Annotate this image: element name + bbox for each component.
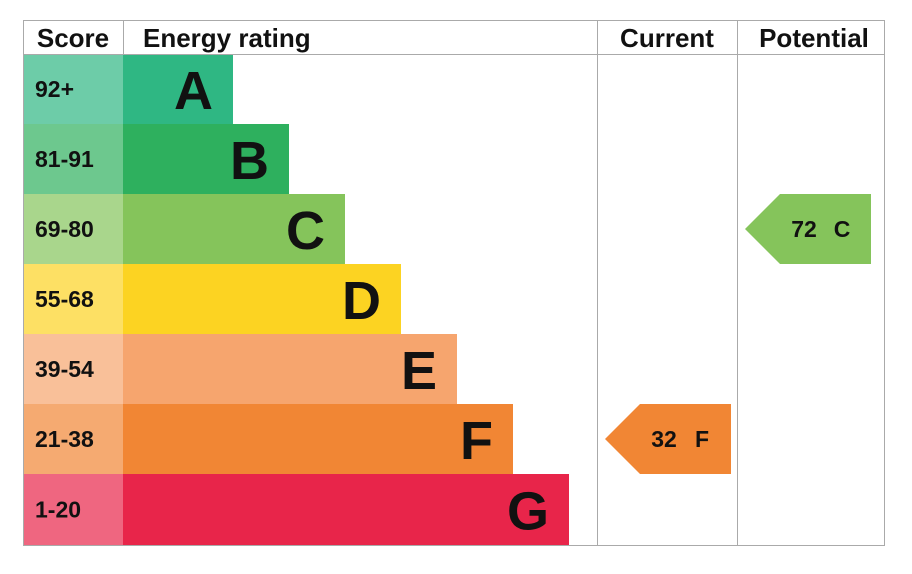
score-cell: [23, 264, 123, 334]
rating-bar: [123, 194, 345, 264]
current-arrow: [605, 404, 731, 474]
score-cell: [23, 54, 123, 124]
potential-value: 72: [791, 216, 817, 242]
score-cell: [23, 124, 123, 194]
rating-bar: [123, 334, 457, 404]
score-cell-tint: [23, 54, 123, 124]
potential-arrow: [745, 194, 871, 264]
score-cell-tint: [23, 474, 123, 545]
rating-bar: [123, 404, 513, 474]
score-cell-tint: [23, 124, 123, 194]
score-label: 81-91: [35, 146, 94, 172]
rating-bar: [123, 124, 289, 194]
score-cell-tint: [23, 404, 123, 474]
content: 92+ A 81-91 B 69-80 C 55-68 D 39-54 E 21-38 F 1-20 G 3…: [23, 54, 871, 545]
current-value: 32: [651, 426, 677, 452]
score-label: 55-68: [35, 286, 94, 312]
score-label: 69-80: [35, 216, 94, 242]
header-rating: Energy rating: [143, 23, 311, 53]
frame: [23, 20, 885, 546]
rating-letter: E: [401, 341, 437, 401]
current-letter: F: [695, 426, 709, 452]
rating-bar: [123, 54, 233, 124]
score-cell: [23, 194, 123, 264]
rating-letter: B: [230, 131, 269, 191]
rating-letter: C: [286, 201, 325, 261]
rating-bar: [123, 264, 401, 334]
rating-letter: G: [507, 482, 549, 542]
score-cell-tint: [23, 334, 123, 404]
rating-letter: A: [174, 61, 213, 121]
score-cell: [23, 474, 123, 545]
score-cell-tint: [23, 264, 123, 334]
outer-border: [23, 20, 885, 546]
score-label: 21-38: [35, 426, 94, 452]
rating-bar: [123, 474, 569, 545]
header-potential: Potential: [759, 23, 869, 53]
score-label: 39-54: [35, 356, 94, 382]
score-label: 1-20: [35, 497, 81, 523]
rating-letter: F: [460, 411, 493, 471]
score-cell-tint: [23, 194, 123, 264]
header-current: Current: [620, 23, 714, 53]
score-label: 92+: [35, 76, 74, 102]
header-score: Score: [37, 23, 109, 53]
rating-letter: D: [342, 271, 381, 331]
score-cell: [23, 334, 123, 404]
score-cell: [23, 404, 123, 474]
potential-letter: C: [834, 216, 851, 242]
